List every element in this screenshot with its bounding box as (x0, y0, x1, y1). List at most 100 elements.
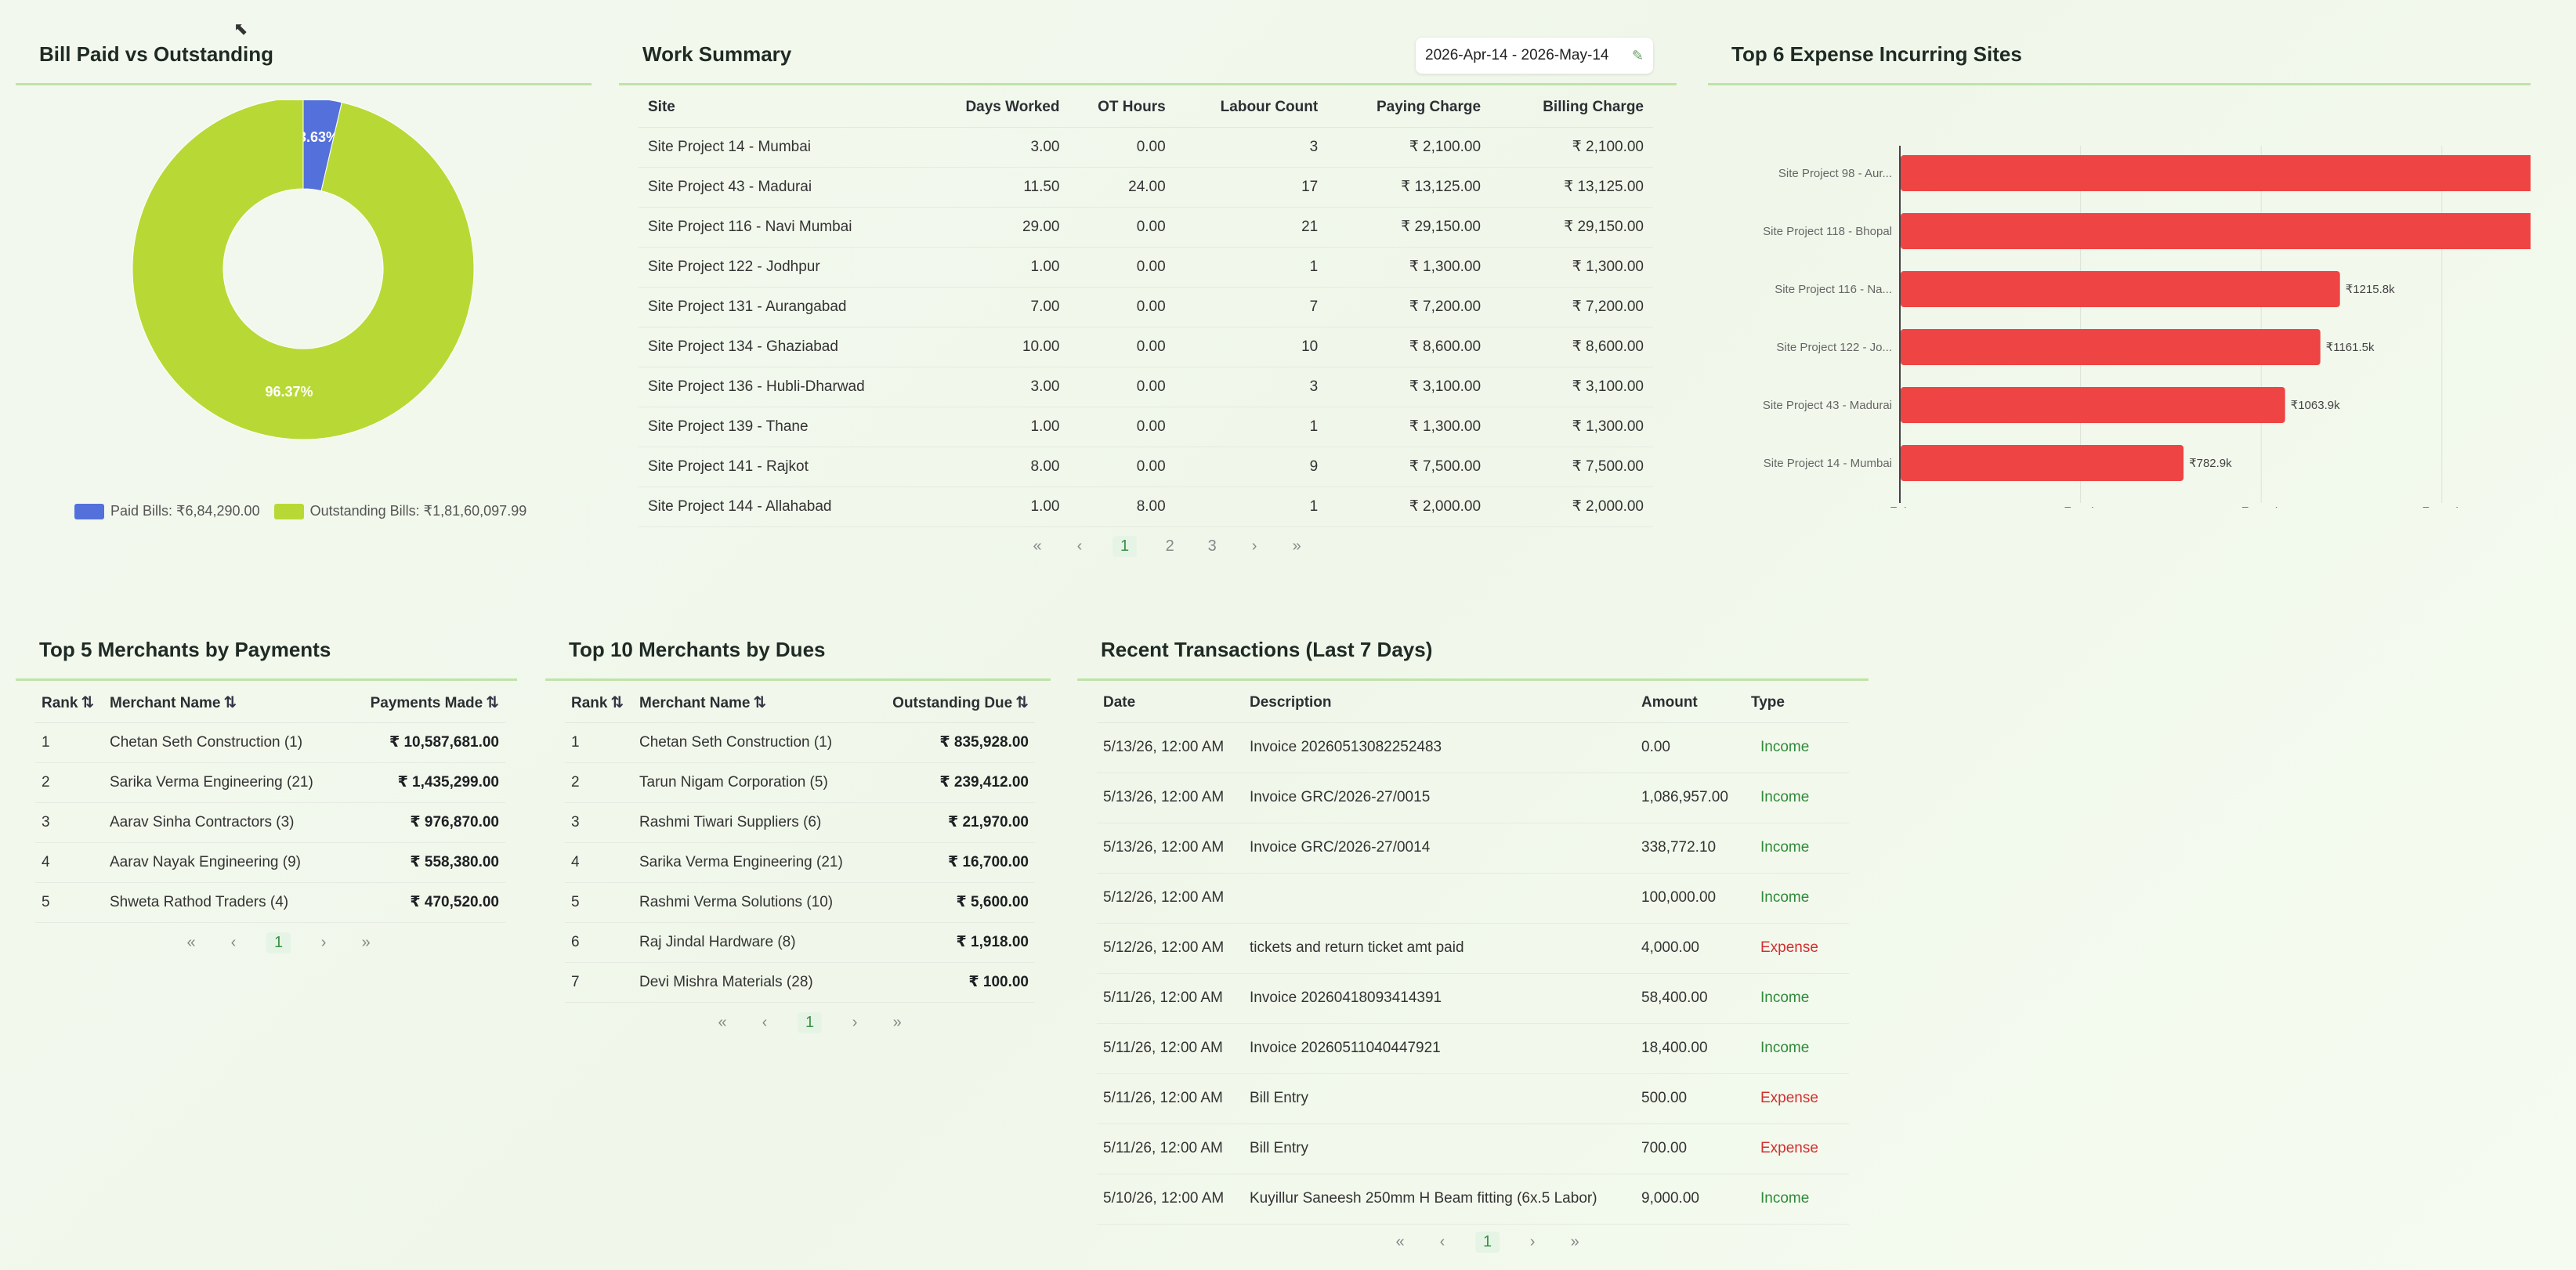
table-row[interactable]: 5/13/26, 12:00 AM Invoice 202605130822524… (1097, 722, 1849, 773)
pager-first-button[interactable]: « (1033, 537, 1042, 555)
legend-item-outstanding[interactable]: Outstanding Bills: ₹1,81,60,097.99 (273, 503, 527, 519)
table-row[interactable]: Site Project 141 - Rajkot 8.00 0.00 9 ₹ 7,50… (639, 447, 1653, 487)
table-row[interactable]: 5/10/26, 12:00 AM Kuyillur Saneesh 250mm … (1097, 1174, 1849, 1225)
table-row[interactable]: 3 Aarav Sinha Contractors (3) ₹ 976,870.00 (35, 802, 505, 843)
pager-prev-button[interactable]: ‹ (1439, 1233, 1445, 1250)
table-row[interactable]: Site Project 136 - Hubli-Dharwad 3.00 0.00… (639, 367, 1653, 407)
col-amount[interactable]: Amount (1641, 683, 1751, 723)
site-cell: Site Project 134 - Ghaziabad (639, 327, 913, 367)
table-row[interactable]: Site Project 14 - Mumbai 3.00 0.00 3 ₹ 2,100… (639, 127, 1653, 168)
table-row[interactable]: Site Project 134 - Ghaziabad 10.00 0.00 10 ₹… (639, 327, 1653, 367)
sort-icon[interactable]: ⇅ (486, 694, 499, 712)
pager-last-button[interactable]: » (892, 1014, 902, 1031)
pager-next-button[interactable]: › (852, 1014, 858, 1031)
table-row[interactable]: 3 Rashmi Tiwari Suppliers (6) ₹ 21,970.00 (565, 802, 1035, 843)
table-row[interactable]: Site Project 131 - Aurangabad 7.00 0.00 7 ₹ … (639, 287, 1653, 327)
sort-icon[interactable]: ⇅ (610, 694, 624, 712)
table-row[interactable]: 1 Chetan Seth Construction (1) ₹ 10,587,68… (35, 722, 505, 763)
col-days-worked[interactable]: Days Worked (913, 88, 1060, 128)
col-rank[interactable]: Rank ⇅ (35, 683, 110, 723)
col-merchant-name[interactable]: Merchant Name ⇅ (110, 683, 348, 723)
sort-icon[interactable]: ⇅ (753, 694, 767, 712)
table-row[interactable]: 2 Tarun Nigam Corporation (5) ₹ 239,412.00 (565, 762, 1035, 803)
pager-last-button[interactable]: » (1292, 537, 1301, 555)
pager-last-button[interactable]: » (1570, 1233, 1579, 1250)
col-site[interactable]: Site (639, 88, 913, 128)
pager-next-button[interactable]: › (1251, 537, 1257, 555)
bar-3[interactable] (1901, 329, 2321, 365)
table-row[interactable]: 2 Sarika Verma Engineering (21) ₹ 1,435,29… (35, 762, 505, 803)
pager-page-3[interactable]: 3 (1207, 537, 1217, 555)
legend-item-paid[interactable]: Paid Bills: ₹6,84,290.00 (74, 503, 260, 519)
col-rank[interactable]: Rank ⇅ (565, 683, 639, 723)
bar-4[interactable] (1901, 387, 2285, 423)
col-paying-charge[interactable]: Paying Charge (1318, 88, 1482, 128)
table-row[interactable]: 5/12/26, 12:00 AM 100,000.00 Income (1097, 873, 1849, 924)
table-row[interactable]: Site Project 139 - Thane 1.00 0.00 1 ₹ 1,300… (639, 407, 1653, 447)
pager-page-2[interactable]: 2 (1165, 537, 1174, 555)
pager-first-button[interactable]: « (1395, 1233, 1405, 1250)
pager-prev-button[interactable]: ‹ (762, 1014, 768, 1031)
table-row[interactable]: 5/11/26, 12:00 AM Bill Entry 700.00 Expense (1097, 1123, 1849, 1174)
sort-icon[interactable]: ⇅ (81, 694, 95, 712)
pager-first-button[interactable]: « (186, 934, 196, 951)
description-cell: Invoice GRC/2026-27/0014 (1250, 823, 1641, 874)
rank-cell: 4 (565, 842, 639, 883)
pager-prev-button[interactable]: ‹ (1076, 537, 1083, 555)
col-description[interactable]: Description (1250, 683, 1641, 723)
table-row[interactable]: 5/11/26, 12:00 AM Invoice 202604180934143… (1097, 973, 1849, 1024)
table-row[interactable]: Site Project 144 - Allahabad 1.00 8.00 1 ₹ 2… (639, 487, 1653, 527)
date-range-picker[interactable]: 2026-Apr-14 - 2026-May-14 ✎ (1416, 38, 1653, 74)
dues-merchants-title: Top 10 Merchants by Dues (569, 638, 826, 661)
table-row[interactable]: 5 Shweta Rathod Traders (4) ₹ 470,520.00 (35, 882, 505, 923)
table-row[interactable]: 7 Devi Mishra Materials (28) ₹ 100.00 (565, 962, 1035, 1003)
pager-last-button[interactable]: » (361, 934, 371, 951)
col-ot-hours[interactable]: OT Hours (1059, 88, 1166, 128)
table-row[interactable]: 5/13/26, 12:00 AM Invoice GRC/2026-27/001… (1097, 823, 1849, 874)
title-divider (1708, 83, 2531, 85)
legend-label-outstanding: Outstanding Bills: ₹1,81,60,097.99 (309, 503, 527, 519)
table-row[interactable]: Site Project 116 - Navi Mumbai 29.00 0.00 2… (639, 207, 1653, 248)
pager-page-1[interactable]: 1 (266, 932, 291, 953)
col-outstanding-due[interactable]: Outstanding Due ⇅ (872, 683, 1035, 723)
pager-page-1[interactable]: 1 (1113, 536, 1138, 557)
table-row[interactable]: 6 Raj Jindal Hardware (8) ₹ 1,918.00 (565, 922, 1035, 963)
pager-prev-button[interactable]: ‹ (230, 934, 237, 951)
payments-made-cell: ₹ 976,870.00 (347, 802, 505, 843)
paying-charge-cell: ₹ 8,600.00 (1318, 327, 1482, 367)
col-labour-count[interactable]: Labour Count (1165, 88, 1319, 128)
pager-page-1[interactable]: 1 (1475, 1232, 1500, 1253)
bar-1[interactable] (1901, 213, 2531, 249)
table-row[interactable]: 5/11/26, 12:00 AM Bill Entry 500.00 Expense (1097, 1073, 1849, 1124)
amount-cell: 58,400.00 (1641, 973, 1751, 1024)
pager-first-button[interactable]: « (718, 1014, 727, 1031)
sort-icon[interactable]: ⇅ (1015, 694, 1029, 712)
pager-next-button[interactable]: › (320, 934, 327, 951)
col-merchant-name[interactable]: Merchant Name ⇅ (639, 683, 873, 723)
table-row[interactable]: 1 Chetan Seth Construction (1) ₹ 835,928.0… (565, 722, 1035, 763)
table-row[interactable]: 5 Rashmi Verma Solutions (10) ₹ 5,600.00 (565, 882, 1035, 923)
bar-2[interactable] (1901, 271, 2340, 307)
col-date[interactable]: Date (1097, 683, 1250, 723)
col-payments-made[interactable]: Payments Made ⇅ (347, 683, 505, 723)
table-row[interactable]: 4 Aarav Nayak Engineering (9) ₹ 558,380.00 (35, 842, 505, 883)
rank-cell: 3 (35, 802, 110, 843)
table-row[interactable]: 4 Sarika Verma Engineering (21) ₹ 16,700.0… (565, 842, 1035, 883)
table-row[interactable]: Site Project 122 - Jodhpur 1.00 0.00 1 ₹ 1,3… (639, 247, 1653, 288)
bar-0[interactable] (1901, 155, 2531, 191)
ot-hours-cell: 24.00 (1059, 167, 1166, 208)
col-billing-charge[interactable]: Billing Charge (1481, 88, 1653, 128)
col-type[interactable]: Type (1751, 683, 1849, 723)
col-merchant-label: Merchant Name (110, 695, 221, 712)
pager-page-1[interactable]: 1 (798, 1012, 823, 1033)
bar-5[interactable] (1901, 445, 2184, 481)
edit-pencil-icon[interactable]: ✎ (1631, 47, 1644, 63)
table-row[interactable]: 5/11/26, 12:00 AM Invoice 202605110404479… (1097, 1023, 1849, 1074)
payments-made-cell: ₹ 470,520.00 (347, 882, 505, 923)
table-row[interactable]: 5/13/26, 12:00 AM Invoice GRC/2026-27/001… (1097, 772, 1849, 823)
pager-next-button[interactable]: › (1529, 1233, 1536, 1250)
table-row[interactable]: 5/12/26, 12:00 AM tickets and return tick… (1097, 923, 1849, 974)
sort-icon[interactable]: ⇅ (223, 694, 237, 712)
donut-slice-outstanding-bills[interactable] (132, 100, 475, 440)
table-row[interactable]: Site Project 43 - Madurai 11.50 24.00 17 ₹ 1… (639, 167, 1653, 208)
